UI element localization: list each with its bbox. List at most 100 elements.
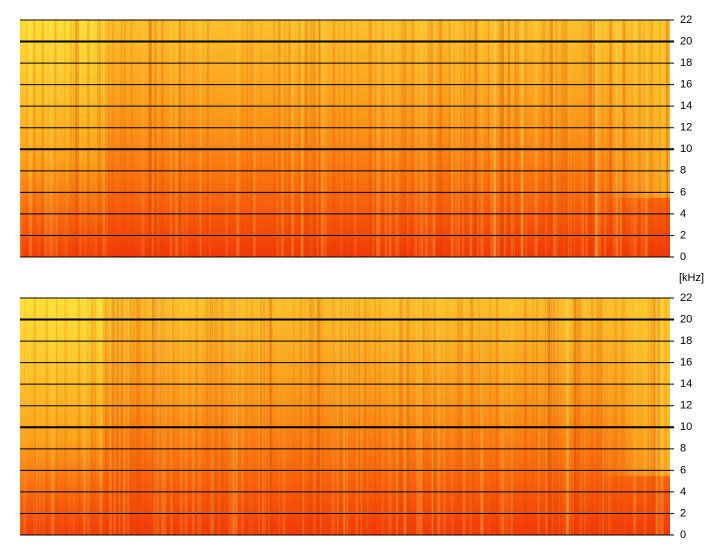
y-tick-label: 2 [680, 507, 686, 519]
spectrogram-texture [124, 298, 127, 535]
spectrogram-texture [86, 298, 90, 535]
spectrogram-texture [550, 20, 553, 257]
spectrogram-texture [480, 20, 484, 257]
spectrogram-texture [427, 20, 430, 257]
spectrogram-texture [211, 298, 214, 535]
spectrogram-texture [122, 298, 125, 535]
spectrogram-texture [77, 20, 79, 257]
spectrogram-texture [132, 298, 135, 535]
spectrogram-texture [451, 298, 454, 535]
spectrogram-texture [462, 298, 465, 535]
spectrogram-texture [419, 20, 422, 257]
spectrogram-texture [149, 20, 153, 257]
spectrogram-texture [622, 298, 626, 535]
spectrogram-texture [357, 298, 361, 535]
spectrogram-texture [543, 20, 546, 257]
spectrogram-texture [198, 20, 201, 257]
spectrogram-texture [291, 20, 294, 257]
spectrogram-texture [151, 20, 153, 257]
spectrogram-texture [572, 298, 574, 535]
y-tick-label: 16 [680, 357, 692, 369]
spectrogram-texture [599, 298, 601, 535]
spectrogram-texture [548, 20, 552, 257]
spectrogram-texture [73, 20, 75, 257]
spectrogram-texture [431, 298, 433, 535]
spectrogram-texture [160, 298, 163, 535]
spectrogram-texture [648, 20, 652, 257]
spectrogram-texture [45, 298, 49, 535]
spectrogram-texture [644, 20, 647, 257]
spectrogram-texture [332, 20, 336, 257]
spectrogram-texture [278, 298, 281, 535]
spectrogram-texture [38, 20, 40, 257]
spectrogram-texture [584, 298, 586, 535]
spectrogram-texture [429, 20, 432, 257]
spectrogram-texture [163, 298, 167, 535]
spectrogram-texture [343, 298, 346, 535]
spectrogram-texture [462, 20, 464, 257]
spectrogram-texture [489, 298, 491, 535]
spectrogram-texture [566, 298, 568, 535]
spectrogram-texture [545, 298, 548, 535]
spectrogram-texture [310, 20, 313, 257]
spectrogram-texture [454, 20, 458, 257]
spectrogram-texture [210, 298, 213, 535]
spectrogram-texture [553, 298, 556, 535]
spectrogram-texture [544, 298, 547, 535]
spectrogram-texture [546, 298, 550, 535]
spectrogram-texture [96, 20, 98, 257]
spectrogram-texture [122, 298, 125, 535]
spectrogram-texture [172, 298, 174, 535]
spectrogram-texture [587, 20, 591, 257]
spectrogram-texture [418, 298, 421, 535]
spectrogram-texture [374, 298, 376, 535]
spectrogram-texture [470, 298, 472, 535]
spectrogram-texture [479, 298, 482, 535]
spectrogram-texture [538, 298, 540, 535]
spectrogram-texture [375, 20, 378, 257]
spectrogram-texture [217, 298, 221, 535]
spectrogram-texture [75, 20, 78, 257]
spectrogram-texture [469, 20, 473, 257]
spectrogram-texture [76, 20, 79, 257]
spectrogram-texture [299, 298, 303, 535]
spectrogram-texture [585, 20, 588, 257]
spectrogram-texture [655, 298, 658, 535]
spectrogram-texture [395, 20, 398, 257]
spectrogram-texture [276, 20, 279, 257]
y-tick-label: 14 [680, 100, 692, 112]
spectrogram-texture [56, 20, 58, 257]
spectrogram-texture [403, 298, 406, 535]
spectrogram-texture [470, 20, 472, 257]
spectrogram-texture [573, 20, 575, 257]
spectrogram-texture [268, 298, 270, 535]
spectrogram-texture [395, 298, 399, 535]
spectrogram-texture [112, 298, 116, 535]
spectrogram-texture [197, 298, 199, 535]
spectrogram-texture [94, 298, 97, 535]
spectrogram-texture [388, 20, 392, 257]
spectrogram-texture [521, 20, 524, 257]
spectrogram-texture [479, 298, 482, 535]
spectrogram-texture [99, 20, 101, 257]
spectrogram-texture [481, 298, 484, 535]
spectrogram-texture [494, 20, 496, 257]
y-tick-label: 20 [680, 35, 692, 47]
spectrogram-texture [251, 298, 254, 535]
y-tick-label: 0 [680, 529, 686, 541]
y-tick-label: 12 [680, 400, 692, 412]
spectrogram-texture [431, 20, 434, 257]
spectrogram-texture [320, 20, 324, 257]
spectrogram-texture [183, 20, 186, 257]
spectrogram-texture [513, 20, 516, 257]
spectrogram-texture [288, 20, 291, 257]
spectrogram-texture [360, 298, 363, 535]
spectrogram-texture [127, 298, 130, 535]
spectrogram-texture [225, 20, 228, 257]
spectrogram-texture [336, 298, 339, 535]
spectrogram-texture [481, 298, 483, 535]
spectrogram-texture [20, 20, 22, 257]
spectrogram-texture [602, 298, 604, 535]
spectrogram-texture [77, 298, 81, 535]
